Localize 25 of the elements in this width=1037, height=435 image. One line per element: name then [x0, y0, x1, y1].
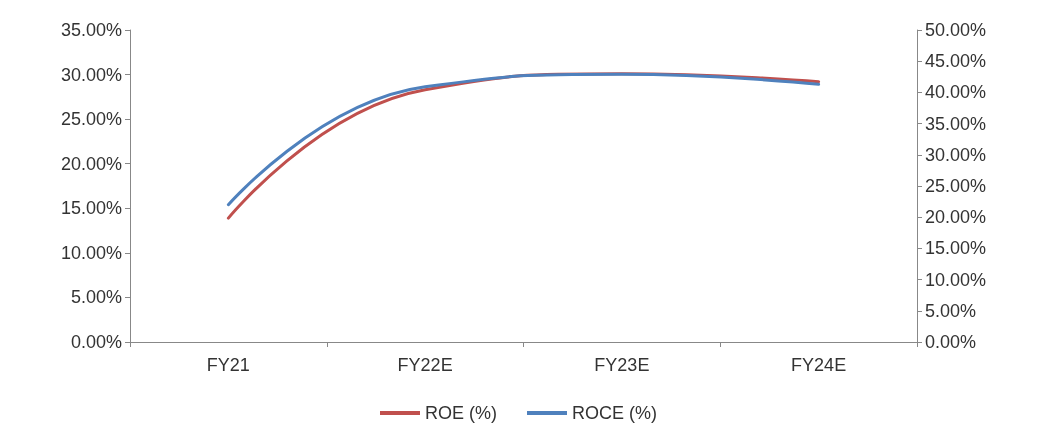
y-tick-label: 35.00%	[60, 20, 122, 40]
y-tick-label: 30.00%	[60, 64, 122, 85]
legend-label: ROCE (%)	[572, 403, 657, 423]
y-tick-label: 20.00%	[60, 153, 122, 174]
legend-label: ROE (%)	[425, 403, 497, 423]
y2-tick-label: 40.00%	[925, 82, 987, 103]
y2-tick-label: 25.00%	[925, 176, 987, 196]
x-tick-label: FY21	[206, 355, 250, 375]
x-tick-label: FY24E	[791, 355, 847, 375]
y2-tick-label: 35.00%	[925, 113, 987, 134]
y-tick-label: 10.00%	[60, 242, 122, 263]
y-tick-label: 5.00%	[70, 287, 122, 308]
y2-tick-label: 20.00%	[925, 207, 987, 228]
y2-tick-label: 30.00%	[925, 144, 987, 165]
y-tick-label: 25.00%	[60, 109, 122, 130]
y2-tick-label: 45.00%	[925, 51, 987, 72]
x-tick-label: FY22E	[397, 355, 453, 375]
x-tick-label: FY23E	[594, 355, 650, 375]
y2-tick-label: 50.00%	[925, 20, 987, 40]
y2-tick-label: 10.00%	[925, 269, 987, 290]
y-tick-label: 15.00%	[60, 198, 122, 219]
y2-tick-label: 5.00%	[925, 300, 977, 321]
y-tick-label: 0.00%	[70, 332, 122, 352]
y2-tick-label: 0.00%	[925, 332, 977, 352]
y2-tick-label: 15.00%	[925, 238, 987, 259]
